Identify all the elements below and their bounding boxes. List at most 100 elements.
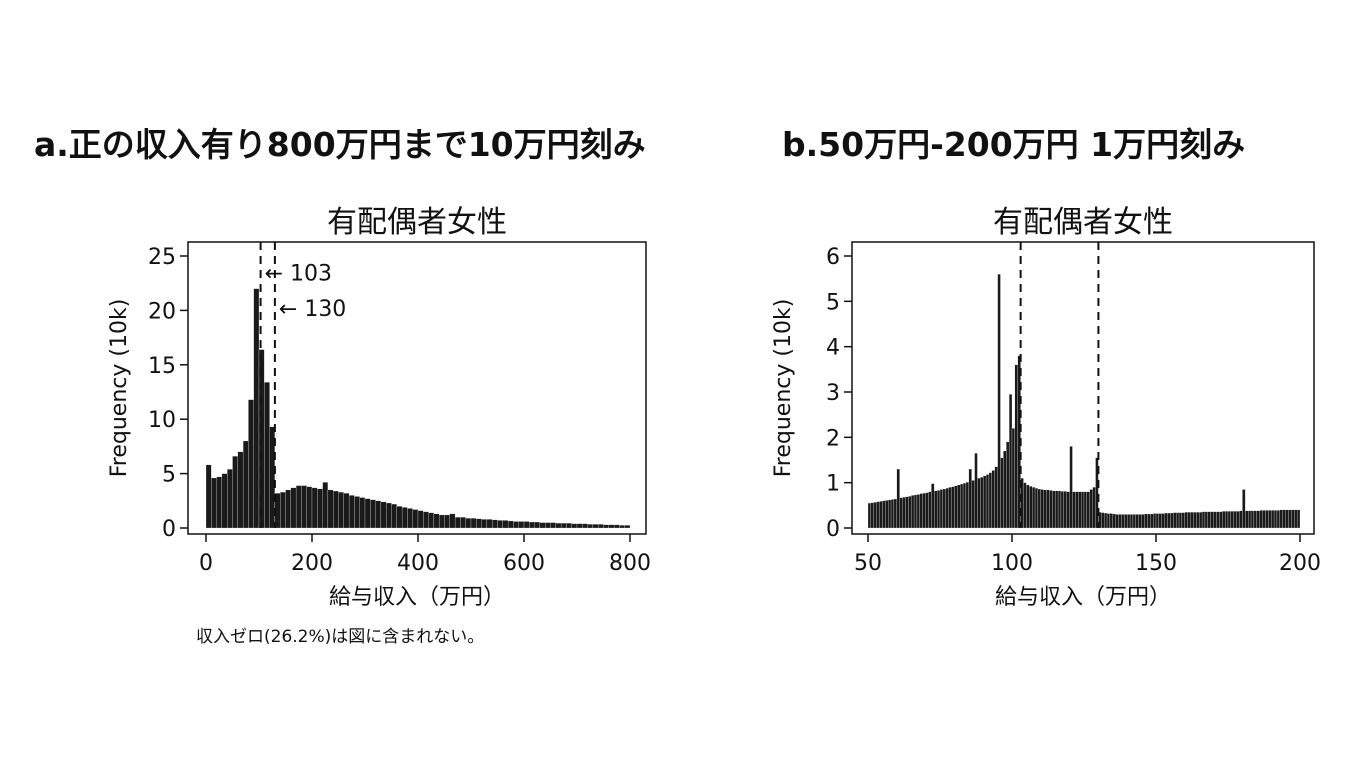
bar	[1213, 511, 1217, 529]
bar	[423, 511, 429, 529]
x-tick-label: 800	[609, 551, 651, 576]
bar	[465, 518, 472, 529]
bar	[1268, 510, 1272, 529]
bar	[492, 519, 498, 529]
bar	[1086, 491, 1090, 529]
bar	[882, 500, 886, 529]
bar	[899, 497, 903, 529]
bar	[497, 520, 503, 529]
panel-b-heading: b.50万円-200万円 1万円刻み	[782, 125, 1246, 164]
bar	[470, 518, 477, 529]
bar	[916, 494, 920, 529]
x-tick-label: 600	[503, 551, 545, 576]
bar	[370, 499, 376, 529]
bar	[911, 495, 915, 529]
bar	[928, 491, 932, 529]
bar	[1023, 482, 1027, 529]
bar	[1239, 510, 1243, 529]
bar	[1072, 491, 1076, 529]
bar	[1187, 512, 1191, 529]
bar	[359, 497, 366, 529]
bar	[608, 524, 615, 529]
bar	[513, 521, 519, 529]
bar	[1236, 511, 1240, 529]
y-tick-label: 25	[148, 245, 176, 270]
bar	[518, 521, 525, 529]
bar	[1000, 457, 1004, 529]
bar	[1161, 513, 1165, 529]
bar	[922, 492, 926, 529]
bar	[867, 502, 872, 529]
bar	[980, 477, 984, 529]
bar	[285, 489, 291, 529]
bar	[951, 486, 955, 529]
bar	[1049, 490, 1053, 529]
bar	[925, 492, 929, 529]
bar	[902, 497, 906, 529]
bar	[945, 487, 949, 529]
bar	[407, 508, 413, 529]
bar	[1063, 491, 1067, 529]
bar	[1216, 511, 1220, 529]
bar	[1271, 510, 1275, 529]
bar	[965, 482, 969, 529]
bar	[386, 502, 392, 529]
bar	[576, 523, 583, 529]
bar	[939, 489, 944, 529]
bar	[1273, 510, 1278, 529]
bar	[1115, 514, 1119, 529]
bar	[380, 501, 387, 529]
bar	[885, 500, 889, 529]
bar	[1101, 512, 1105, 529]
bar	[1129, 514, 1134, 529]
bar	[211, 477, 217, 529]
bar	[428, 512, 435, 529]
bar	[439, 514, 445, 529]
bar	[1176, 512, 1180, 529]
y-tick-label: 20	[148, 299, 176, 324]
bar	[242, 440, 249, 529]
bar	[280, 491, 286, 529]
bar	[1069, 446, 1073, 529]
chart-b: 有配偶者女性 0 1 2 3 4 5 6 50 100 150 200 給与収入（万円） Frequenc…	[771, 205, 1321, 610]
bar	[991, 470, 995, 529]
bar	[205, 464, 212, 529]
bar	[1224, 511, 1229, 529]
x-axis-label: 給与収入（万円）	[329, 585, 505, 610]
y-axis-label: Frequency (10k)	[771, 299, 796, 478]
bar	[1155, 513, 1160, 529]
y-tick-label: 0	[162, 517, 176, 542]
bar	[919, 493, 923, 529]
bar	[317, 488, 323, 529]
x-tick-label: 400	[397, 551, 439, 576]
bar	[974, 453, 978, 529]
annotation-label: ← 103	[265, 261, 332, 286]
bar	[571, 523, 578, 529]
bar	[613, 524, 620, 529]
bar	[264, 382, 270, 529]
bar	[934, 490, 938, 529]
y-axis-label: Frequency (10k)	[107, 299, 132, 478]
bar	[1080, 491, 1085, 529]
bar	[327, 489, 334, 529]
panel-a-heading: a.正の収入有り800万円まで10万円刻み	[34, 125, 646, 164]
bar	[1222, 511, 1226, 529]
bar	[1144, 513, 1148, 529]
bar	[322, 482, 329, 529]
bar	[1147, 513, 1151, 529]
bar	[1158, 513, 1162, 529]
x-tick-label: 200	[291, 551, 333, 576]
bar	[560, 522, 567, 529]
bar	[364, 498, 371, 529]
bar	[1190, 512, 1194, 529]
bar	[870, 502, 874, 529]
bar	[988, 472, 992, 529]
bars-group	[867, 274, 1301, 529]
bar	[1227, 511, 1232, 529]
bar	[295, 485, 302, 529]
bar	[1083, 491, 1088, 529]
bar	[1204, 511, 1208, 529]
bar	[1279, 509, 1283, 529]
bar	[582, 523, 588, 529]
bar	[1282, 509, 1286, 529]
